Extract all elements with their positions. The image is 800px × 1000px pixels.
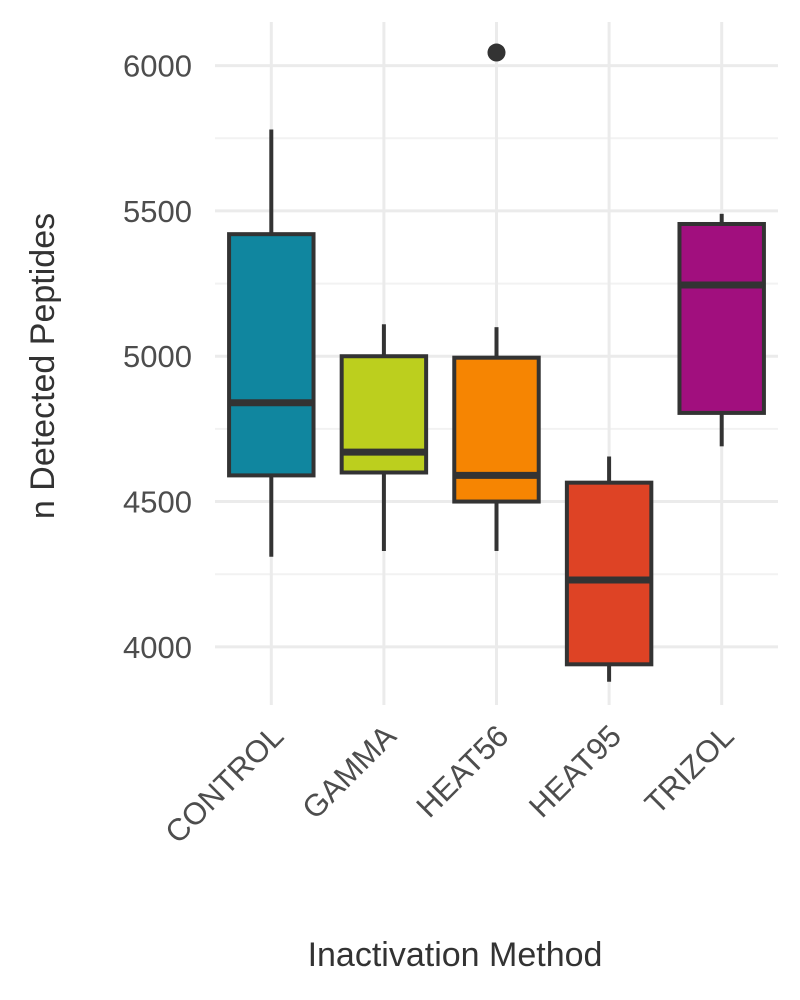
y-tick-label-4: 6000	[123, 49, 192, 84]
y-tick-label-0: 4000	[123, 630, 192, 665]
boxes	[227, 43, 766, 682]
y-tick-label-2: 5000	[123, 339, 192, 374]
x-axis-title: Inactivation Method	[308, 936, 603, 974]
box-body	[452, 355, 541, 504]
x-tick-label-4: TRIZOL	[638, 718, 741, 821]
outlier-point-0	[487, 43, 506, 62]
x-tick-label-2: HEAT56	[409, 718, 515, 824]
box-heat95	[564, 456, 654, 682]
y-tick-label-3: 5500	[123, 194, 192, 229]
y-tick-label-1: 4500	[123, 485, 192, 520]
box-trizol	[677, 213, 766, 447]
x-tick-label-1: GAMMA	[295, 718, 403, 826]
box-body	[677, 221, 766, 415]
y-tick-labels: 4000 4500 5000 5500 6000	[123, 49, 192, 665]
box-body	[564, 480, 654, 667]
x-tick-label-3: HEAT95	[522, 718, 628, 824]
box-body	[227, 232, 316, 478]
box-gamma	[339, 324, 429, 551]
x-tick-label-0: CONTROL	[158, 718, 290, 850]
x-tick-labels: CONTROL GAMMA HEAT56 HEAT95 TRIZOL	[158, 718, 740, 850]
box-heat56	[452, 43, 541, 551]
box-control	[227, 129, 316, 557]
y-axis-title: n Detected Peptides	[24, 213, 62, 519]
